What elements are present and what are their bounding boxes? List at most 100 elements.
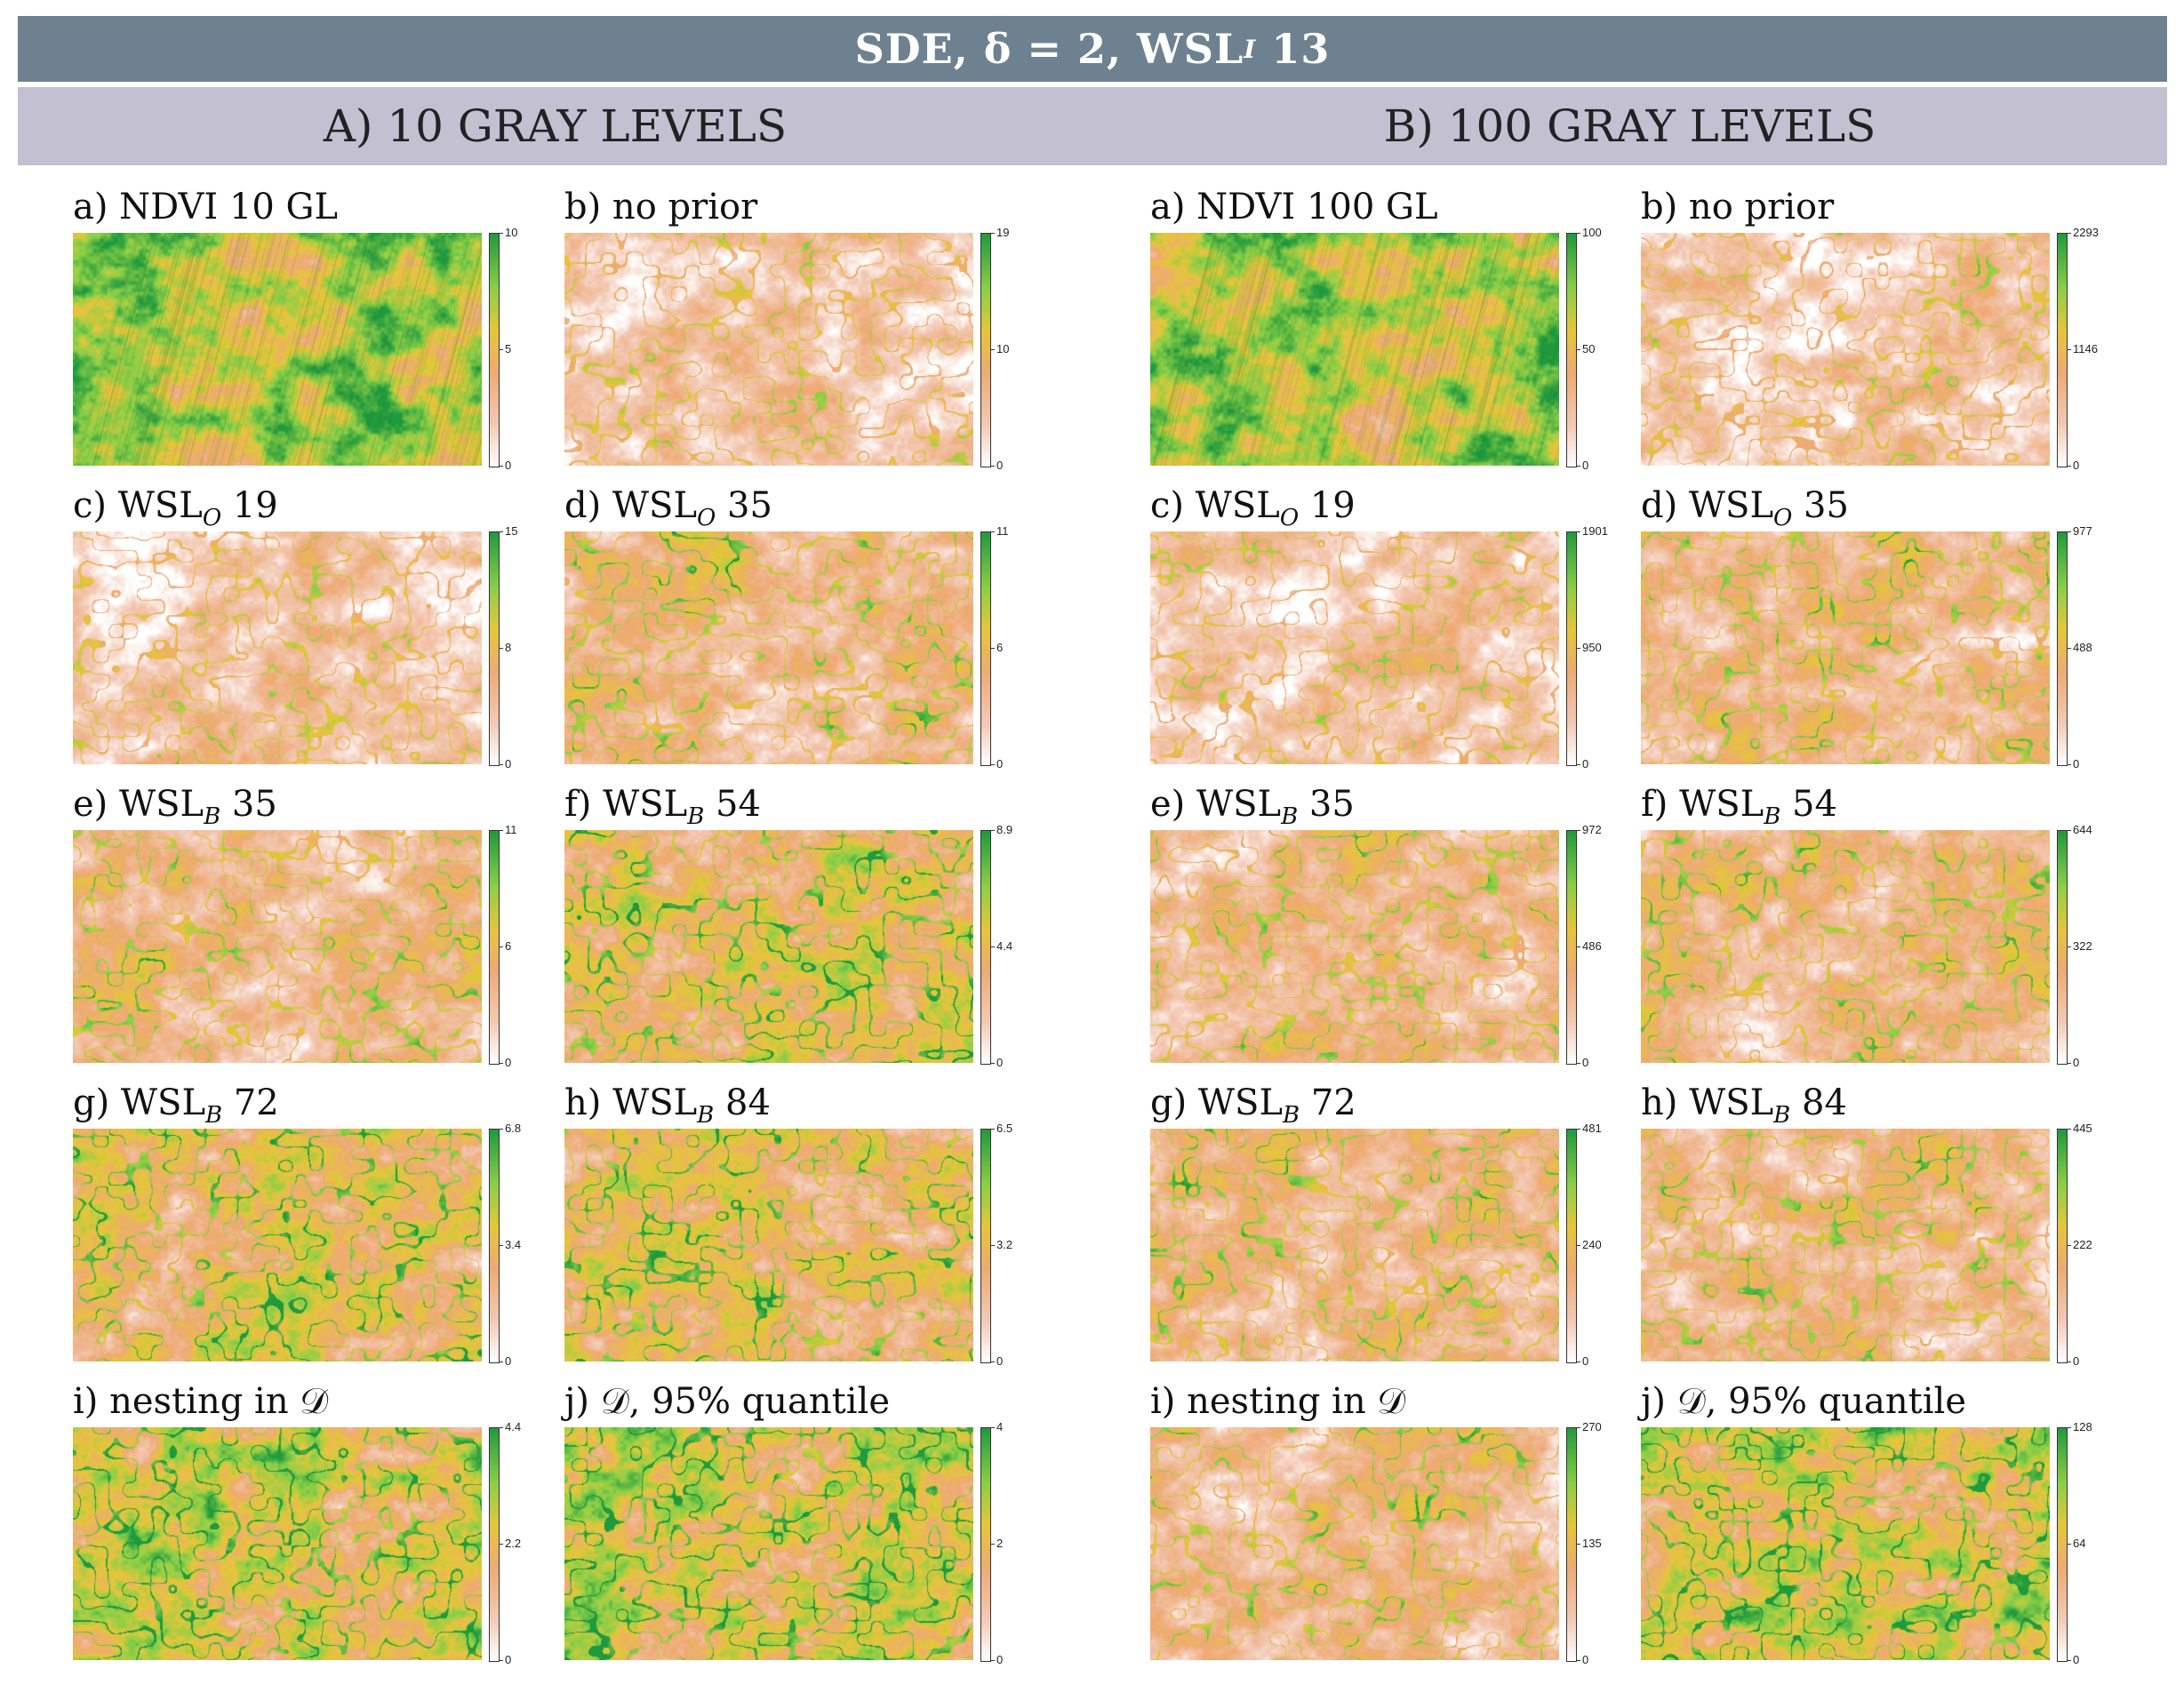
colorbar-tick-label: 8 bbox=[498, 641, 512, 654]
figure-panel: j) 𝒟, 95% quantile 128 64 0 bbox=[1641, 1381, 2134, 1666]
colorbar bbox=[2057, 1129, 2068, 1363]
colorbar-tick-label: 977 bbox=[2067, 524, 2092, 538]
colorbar-tick-label: 644 bbox=[2067, 823, 2092, 836]
column-header-b: B) 100 GRAY LEVELS bbox=[1383, 100, 1876, 152]
colorbar bbox=[1566, 531, 1577, 766]
panel-title-text: a) NDVI 10 GL bbox=[73, 187, 339, 228]
colorbar-tick-label: 6 bbox=[989, 641, 1004, 654]
panel-title-text: h) WSL bbox=[564, 1082, 698, 1123]
heatmap-image bbox=[564, 1129, 973, 1362]
colorbar-tick-label: 5 bbox=[498, 342, 512, 355]
panel-title-subscript: O bbox=[1773, 505, 1793, 531]
colorbar-tick-label: 0 bbox=[1575, 1354, 1589, 1368]
panel-title-subscript: B bbox=[204, 803, 221, 830]
figure-panel: a) NDVI 10 GL 10 5 0 bbox=[73, 187, 566, 472]
colorbar-tick-label: 6.5 bbox=[989, 1122, 1013, 1135]
panel-title-number: 19 bbox=[221, 485, 278, 526]
colorbar-tick-label: 445 bbox=[2067, 1122, 2092, 1135]
colorbar bbox=[2057, 233, 2068, 467]
figure-panel: i) nesting in 𝒟 270 135 0 bbox=[1150, 1381, 1644, 1666]
heatmap-image bbox=[73, 830, 482, 1063]
panel-title: g) WSLB 72 bbox=[73, 1082, 279, 1129]
colorbar-tick-label: 481 bbox=[1576, 1122, 1602, 1135]
colorbar-tick-label: 4.4 bbox=[989, 939, 1013, 953]
colorbar-tick-label: 100 bbox=[1576, 226, 1602, 239]
colorbar-tick-label: 322 bbox=[2067, 939, 2092, 953]
colorbar-tick-label: 0 bbox=[498, 1354, 512, 1368]
colorbar-tick-label: 240 bbox=[1576, 1238, 1602, 1251]
panel-title: i) nesting in 𝒟 bbox=[1150, 1381, 1405, 1422]
panel-title-text: b) no prior bbox=[1641, 187, 1835, 228]
colorbar-tick-label: 0 bbox=[1575, 459, 1589, 472]
colorbar bbox=[980, 531, 991, 766]
figure-title-text: SDE, δ = 2, WSL bbox=[854, 25, 1244, 73]
panel-title-text: c) WSL bbox=[1150, 485, 1280, 526]
panel-title: e) WSLB 35 bbox=[1150, 784, 1355, 830]
colorbar-tick-label: 64 bbox=[2066, 1537, 2086, 1550]
colorbar bbox=[489, 1129, 500, 1363]
colorbar-tick-label: 4.4 bbox=[498, 1420, 522, 1433]
panel-title-text: e) WSL bbox=[1150, 784, 1282, 825]
panel-title-subscript: B bbox=[697, 1102, 715, 1129]
colorbar-tick-label: 1901 bbox=[1576, 524, 1608, 538]
panel-title-number: 35 bbox=[1792, 485, 1849, 526]
panel-title-number: 35 bbox=[1298, 784, 1355, 825]
panel-title: a) NDVI 10 GL bbox=[73, 187, 338, 228]
figure-panel: d) WSLO 35 977 488 0 bbox=[1641, 485, 2134, 771]
colorbar bbox=[2057, 531, 2068, 766]
figure-panel: f) WSLB 54 644 322 0 bbox=[1641, 784, 2134, 1069]
panel-title-number: 35 bbox=[716, 485, 772, 526]
heatmap-image bbox=[73, 1427, 482, 1660]
panel-title-text: j) 𝒟, 95% quantile bbox=[564, 1381, 891, 1422]
colorbar-tick-label: 2293 bbox=[2067, 226, 2099, 239]
colorbar-tick-label: 1146 bbox=[2067, 342, 2098, 355]
panel-title-text: g) WSL bbox=[73, 1082, 206, 1123]
figure-title: SDE, δ = 2, WSL I 13 bbox=[18, 16, 2167, 82]
heatmap-image bbox=[1150, 830, 1559, 1063]
panel-title-text: b) no prior bbox=[564, 187, 758, 228]
panel-title-subscript: B bbox=[1773, 1102, 1791, 1129]
colorbar-tick-label: 0 bbox=[498, 757, 512, 771]
panel-title: c) WSLO 19 bbox=[1150, 485, 1356, 531]
colorbar bbox=[980, 1129, 991, 1363]
panel-title-text: c) WSL bbox=[73, 485, 203, 526]
colorbar-tick-label: 270 bbox=[1576, 1420, 1602, 1433]
panel-title-subscript: B bbox=[1764, 803, 1781, 830]
panel-title: g) WSLB 72 bbox=[1150, 1082, 1356, 1129]
figure-panel: i) nesting in 𝒟 4.4 2.2 0 bbox=[73, 1381, 566, 1666]
colorbar-tick-label: 0 bbox=[989, 459, 1004, 472]
heatmap-image bbox=[564, 531, 973, 764]
panel-title: h) WSLB 84 bbox=[564, 1082, 771, 1129]
colorbar bbox=[489, 531, 500, 766]
colorbar-tick-label: 0 bbox=[2066, 459, 2080, 472]
figure-panel: h) WSLB 84 445 222 0 bbox=[1641, 1082, 2134, 1368]
colorbar-tick-label: 972 bbox=[1576, 823, 1602, 836]
colorbar-tick-label: 135 bbox=[1576, 1537, 1602, 1550]
colorbar bbox=[1566, 1129, 1577, 1363]
panel-title-text: f) WSL bbox=[1641, 784, 1764, 825]
colorbar-tick-label: 0 bbox=[1575, 1653, 1589, 1666]
colorbar-tick-label: 128 bbox=[2067, 1420, 2092, 1433]
figure-panel: b) no prior 2293 1146 0 bbox=[1641, 187, 2134, 472]
heatmap-image bbox=[1641, 531, 2050, 764]
panel-title-number: 35 bbox=[220, 784, 277, 825]
panel-title-text: i) nesting in 𝒟 bbox=[73, 1381, 329, 1422]
figure-panel: g) WSLB 72 6.8 3.4 0 bbox=[73, 1082, 566, 1368]
panel-title: f) WSLB 54 bbox=[1641, 784, 1837, 830]
figure-panel: a) NDVI 100 GL 100 50 0 bbox=[1150, 187, 1644, 472]
panel-title-subscript: B bbox=[205, 1102, 223, 1129]
panel-title-number: 54 bbox=[704, 784, 761, 825]
colorbar bbox=[1566, 1427, 1577, 1662]
figure-title-tail: 13 bbox=[1256, 25, 1331, 73]
panel-title-subscript: B bbox=[1283, 1102, 1300, 1129]
panel-title-subscript: B bbox=[1281, 803, 1299, 830]
colorbar-tick-label: 488 bbox=[2067, 641, 2092, 654]
panel-title-text: i) nesting in 𝒟 bbox=[1150, 1381, 1406, 1422]
colorbar-tick-label: 0 bbox=[498, 1653, 512, 1666]
panel-title: e) WSLB 35 bbox=[73, 784, 277, 830]
figure-title-sub: I bbox=[1244, 34, 1257, 64]
heatmap-image bbox=[73, 531, 482, 764]
heatmap-image bbox=[1641, 830, 2050, 1063]
panel-title-subscript: O bbox=[1279, 505, 1300, 531]
colorbar-tick-label: 6 bbox=[498, 939, 512, 953]
